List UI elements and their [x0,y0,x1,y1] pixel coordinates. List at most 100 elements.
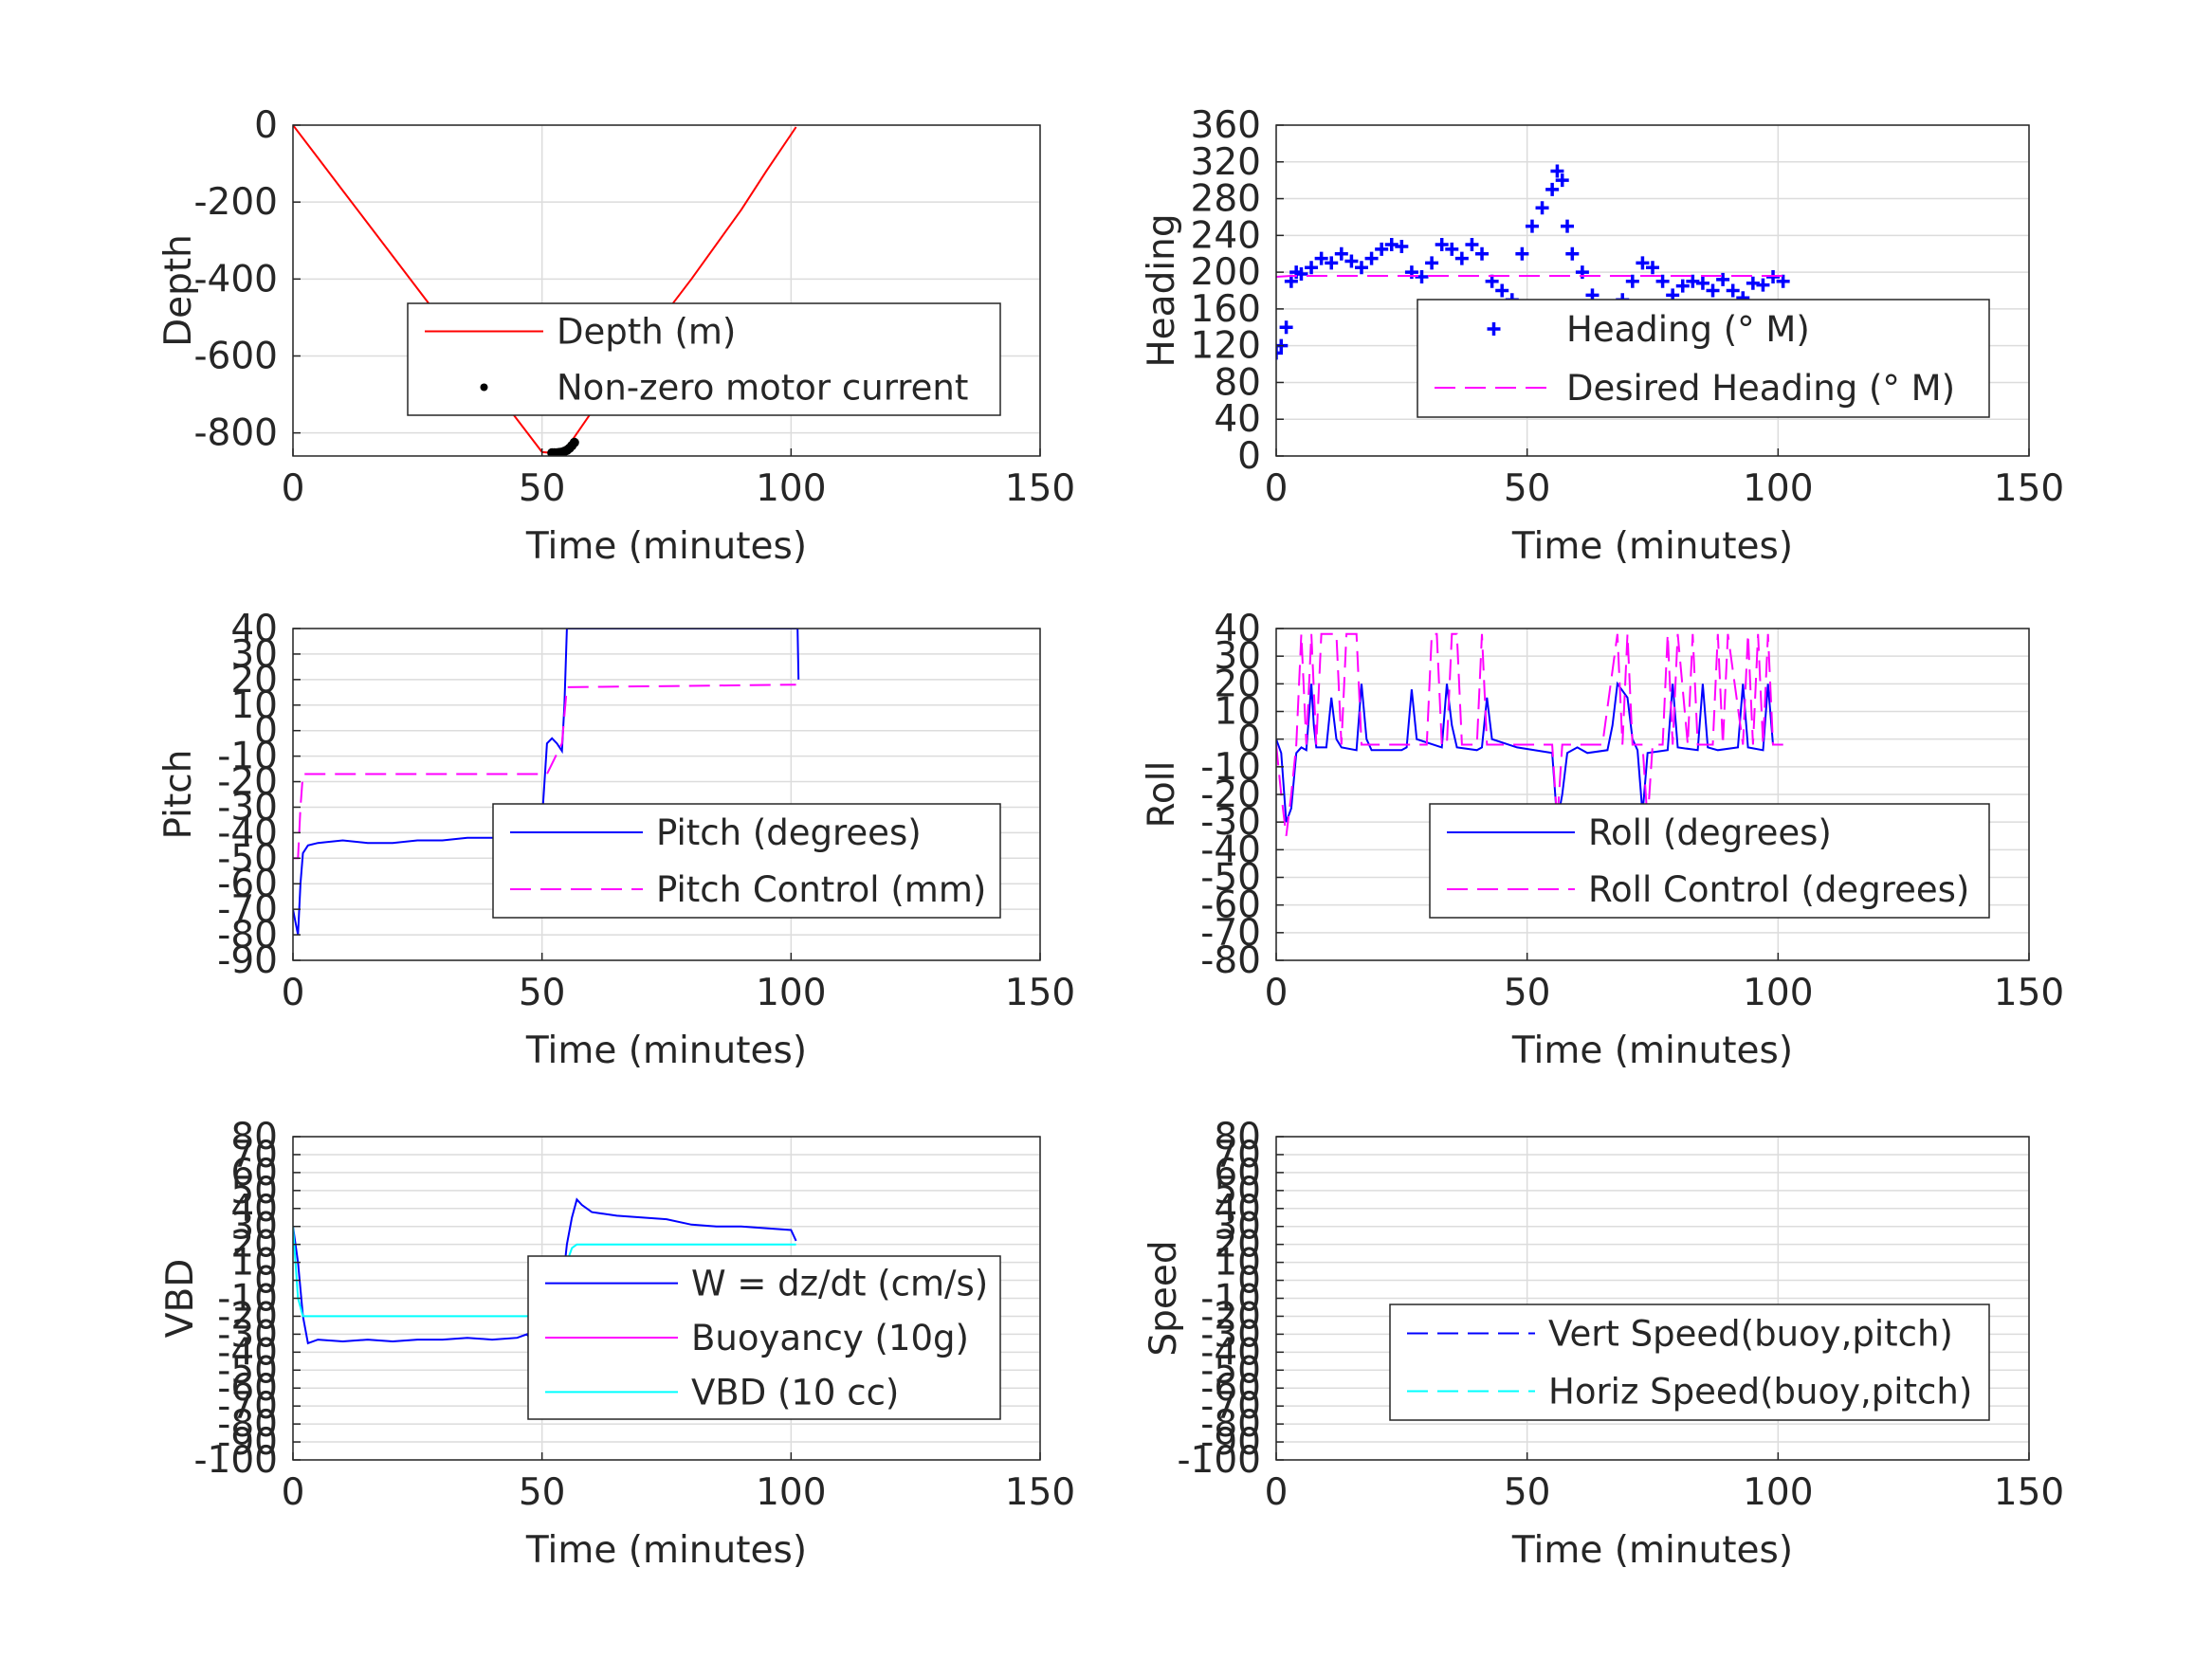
data-point [1545,182,1560,196]
y-tick-label: 60 [230,1152,278,1194]
x-tick-label: 0 [1265,1471,1289,1514]
x-axis-label: Time (minutes) [525,525,807,568]
series-desired-heading-m-line [1276,275,1783,278]
y-tick-label: -70 [1200,912,1261,955]
legend-box [492,803,1001,919]
legend-label: Pitch Control (mm) [656,869,986,910]
y-axis-label: VBD [159,1259,202,1338]
y-tick-label: 40 [1214,608,1261,650]
y-tick-label: -40 [217,811,278,854]
x-tick-label: 0 [282,972,305,1014]
data-point [569,437,579,447]
legend-box [1429,803,1990,919]
axes-box [292,628,1041,961]
x-tick-label: 0 [282,467,305,510]
depth-chart: 0 50 100 150 -800 -600 -400 -200 0 Time (minutes)… [157,104,1075,568]
data-point [1515,246,1529,261]
y-tick-label: -40 [1200,1331,1261,1374]
data-point [1561,219,1575,233]
data-point [1495,283,1509,298]
x-tick-label: 100 [756,467,826,510]
x-tick-label: 150 [1005,467,1075,510]
x-tick-label: 100 [756,972,826,1014]
data-point [1395,239,1409,253]
x-tick-label: 150 [1994,1471,2064,1514]
y-tick-label: -20 [1200,774,1261,816]
data-point [1375,242,1389,256]
y-tick-label: -800 [193,412,278,455]
x-tick-label: 0 [282,1471,305,1514]
data-point [1435,238,1449,252]
data-point [1284,274,1298,288]
x-tick-label: 50 [519,1471,566,1514]
data-point [1746,276,1760,290]
y-tick-label: -30 [217,1313,278,1356]
y-tick-label: 0 [254,710,278,753]
data-point [1625,274,1639,288]
legend: Pitch (degrees) Pitch Control (mm) [492,803,1001,919]
x-axis-label: Time (minutes) [1511,1529,1793,1572]
y-tick-label: -10 [217,736,278,778]
series-roll-control-degrees-line [1276,632,1783,836]
data-point [1565,246,1580,261]
y-tick-label: -100 [1177,1439,1261,1482]
y-tick-label: -50 [217,1349,278,1392]
y-tick-label: -10 [1200,746,1261,789]
y-tick-label: 20 [1214,663,1261,705]
data-point [1279,320,1293,335]
data-point [1636,256,1650,270]
x-tick-label: 50 [519,467,566,510]
y-tick-label: 40 [230,608,278,650]
legend-label: Horiz Speed(buoy,pitch) [1548,1372,1972,1413]
vbd-chart: 0 50 100 150-100-90-80-70-60-50-40-30-20-10… [159,1116,1075,1572]
y-tick-label: -80 [1200,1403,1261,1446]
y-tick-label: -50 [217,837,278,880]
y-tick-label: -50 [1200,857,1261,900]
pitch-chart: 0 50 100 150-90-80-70-60-50-40-30-20-100102… [157,608,1075,1072]
y-tick-label: -20 [217,1295,278,1338]
legend-label: Pitch (degrees) [656,812,922,853]
y-tick-label: 30 [1214,635,1261,678]
legend-label: VBD (10 cc) [691,1372,899,1413]
y-tick-label: -30 [1200,801,1261,844]
legend-label: Desired Heading (° M) [1566,368,1955,409]
data-point [1334,246,1348,261]
y-axis-label: Speed [1143,1240,1185,1356]
x-tick-label: 50 [1504,972,1551,1014]
legend-label: Heading (° M) [1566,309,1810,350]
y-tick-label: -90 [217,939,278,982]
y-tick-label: 10 [230,684,278,727]
y-tick-label: -10 [217,1278,278,1321]
y-tick-label: 10 [1214,1242,1261,1285]
y-tick-label: 20 [1214,1224,1261,1267]
data-point [1776,274,1790,288]
x-tick-label: 100 [756,1471,826,1514]
y-tick-label: 160 [1191,288,1261,331]
data-point [1555,173,1569,188]
y-tick-label: -70 [1200,1385,1261,1428]
y-tick-label: 80 [1214,1116,1261,1158]
axes-box [1275,124,2030,457]
data-layer [293,125,797,456]
y-axis-label: Depth [157,234,200,347]
legend: Roll (degrees) Roll Control (degrees) [1429,803,1990,919]
y-tick-label: -70 [217,888,278,931]
x-tick-label: 100 [1743,972,1813,1014]
data-point [1364,251,1379,265]
y-tick-label: -20 [217,761,278,804]
y-tick-label: -30 [217,786,278,829]
y-tick-label: 50 [230,1170,278,1212]
x-axis-label: Time (minutes) [525,1529,807,1572]
y-tick-label: -200 [193,181,278,224]
x-tick-label: 150 [1005,972,1075,1014]
y-tick-label: 50 [1214,1170,1261,1212]
data-point [1706,283,1720,298]
x-tick-label: 50 [1504,1471,1551,1514]
y-tick-label: -600 [193,335,278,377]
legend-label: Buoyancy (10g) [691,1318,969,1358]
y-tick-label: 60 [1214,1152,1261,1194]
y-tick-label: 30 [230,1206,278,1249]
legend-box [1389,1304,1990,1421]
